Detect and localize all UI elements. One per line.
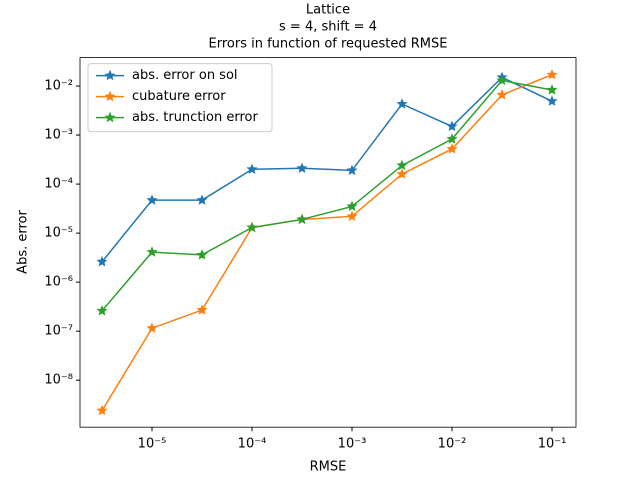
- data-point: [396, 168, 408, 179]
- series-line: [101, 76, 553, 263]
- data-point: [196, 249, 208, 260]
- data-point: [196, 194, 208, 205]
- data-point: [146, 322, 158, 333]
- x-tick-label: 10⁻⁵: [138, 437, 167, 452]
- data-point: [96, 305, 108, 316]
- y-tick-label: 10⁻⁵: [44, 226, 73, 241]
- plot-frame: [79, 57, 577, 428]
- data-point: [246, 163, 258, 175]
- data-point: [546, 68, 558, 80]
- legend-label: cubature error: [132, 89, 226, 104]
- chart-subtitle: Errors in function of requested RMSE: [209, 37, 448, 52]
- data-point: [146, 246, 158, 257]
- y-tick-label: 10⁻²: [44, 79, 73, 94]
- data-point: [496, 74, 508, 86]
- data-point: [346, 200, 358, 212]
- x-tick-label: 10⁻²: [438, 437, 467, 452]
- x-tick-label: 10⁻⁴: [238, 437, 267, 452]
- data-point: [296, 213, 308, 225]
- data-point: [346, 164, 358, 176]
- data-point: [96, 404, 108, 416]
- data-point: [396, 98, 408, 109]
- legend-box: [87, 63, 273, 133]
- data-point: [246, 221, 258, 233]
- legend-marker: [104, 69, 116, 81]
- data-point: [146, 194, 158, 205]
- data-point: [196, 304, 208, 315]
- y-tick-label: 10⁻⁸: [44, 373, 73, 388]
- series-line: [101, 79, 553, 312]
- y-tick-label: 10⁻³: [44, 128, 73, 143]
- data-point: [346, 210, 358, 222]
- y-tick-label: 10⁻⁴: [44, 177, 73, 192]
- chart-title: Lattice: [306, 3, 350, 18]
- y-tick-label: 10⁻⁷: [44, 324, 73, 339]
- x-tick-label: 10⁻¹: [538, 437, 567, 452]
- data-point: [446, 143, 458, 154]
- data-point: [546, 84, 558, 95]
- data-point: [496, 89, 508, 100]
- data-point: [546, 95, 558, 106]
- legend-marker: [104, 90, 116, 102]
- series-line: [101, 74, 553, 411]
- data-point: [446, 120, 458, 132]
- chart-subtitle: s = 4, shift = 4: [279, 20, 377, 35]
- legend-label: abs. trunction error: [132, 110, 258, 125]
- x-tick-label: 10⁻³: [338, 437, 367, 452]
- data-point: [446, 133, 458, 144]
- y-tick-label: 10⁻⁶: [44, 275, 73, 290]
- x-axis-label: RMSE: [310, 460, 347, 475]
- data-point: [296, 162, 308, 173]
- legend-label: abs. error on sol: [132, 68, 238, 83]
- y-axis-label: Abs. error: [16, 210, 31, 274]
- data-point: [396, 159, 408, 171]
- legend-marker: [104, 111, 116, 123]
- data-point: [96, 255, 108, 267]
